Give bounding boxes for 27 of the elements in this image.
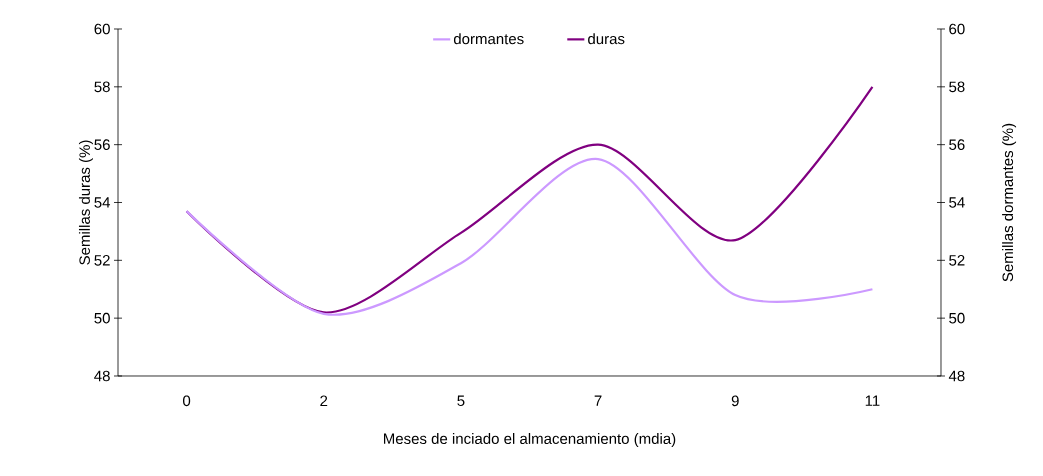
y-tick-label: 52 [94,255,110,266]
y-tick-label: 48 [94,370,110,382]
y2-tick-label: 56 [949,139,965,150]
x-tick-label: 0 [183,395,191,407]
y-tick-label: 58 [94,81,110,93]
line-series [185,158,874,316]
x-tick-label: 9 [731,395,739,407]
legend-label: duras [588,33,625,45]
y-tick-label: 50 [94,312,110,324]
y2-tick-label: 60 [949,23,965,35]
y-tick-label: 60 [94,23,110,35]
legend-label: dormantes [453,33,524,45]
y2-tick-label: 52 [949,255,965,266]
y-tick-label: 54 [94,197,111,208]
x-tick-label: 7 [594,395,602,406]
y2-axis-title: Semillas dormantes (%) [1002,123,1017,282]
y2-tick-label: 48 [948,370,965,382]
line-series [185,85,874,314]
y2-tick-label: 50 [949,312,965,324]
y2-tick-label: 54 [949,197,965,208]
y-axis-title: Semillas duras (%) [78,140,93,265]
y2-tick-label: 58 [949,81,965,93]
x-axis-title: Meses de inciado el almacenamiento (mdia) [383,433,676,447]
x-tick-label: 11 [865,395,880,406]
x-tick-label: 2 [320,395,328,406]
x-tick-label: 5 [457,395,465,406]
y-tick-label: 56 [94,139,110,150]
